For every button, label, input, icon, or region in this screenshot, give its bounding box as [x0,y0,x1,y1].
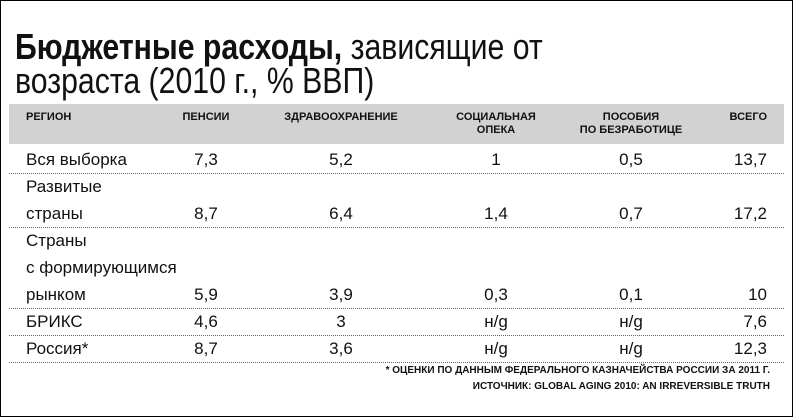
cell-value: н/g [619,339,643,358]
cell-value: н/g [484,312,508,331]
title-line-2: возраста (2010 г., % ВВП) [15,60,375,101]
cell-value: 8,7 [194,204,218,223]
row-separator [9,362,784,363]
row-label: Россия* [26,339,89,358]
title-line-1: Бюджетные расходы, зависящие от [15,29,543,65]
column-header: ЗДРАВООХРАНЕНИЕ [284,111,398,123]
cell-value: 0,3 [484,285,508,304]
column-header: РЕГИОН [26,111,72,123]
row-label: Развитые [26,177,102,196]
cell-value: 3,6 [329,339,353,358]
column-header: ВСЕГО [729,111,767,123]
title-bold: Бюджетные расходы, [15,26,343,67]
cell-value: 1 [491,150,501,169]
row-label: страны [26,204,83,223]
cell-value: 7,6 [743,312,767,331]
header-band [9,104,784,144]
cell-value: 10 [748,285,767,304]
row-separator [9,227,784,228]
cell-value: н/g [484,339,508,358]
row-separator [9,335,784,336]
cell-value: 8,7 [194,339,218,358]
cell-value: 1,4 [484,204,508,223]
cell-value: 3 [336,312,346,331]
column-header: ПО БЕЗРАБОТИЦЕ [579,124,683,136]
row-label: рынком [26,285,86,304]
column-header: СОЦИАЛЬНАЯ [456,111,536,123]
cell-value: 4,6 [194,312,218,331]
cell-value: 7,3 [194,150,218,169]
cell-value: 5,9 [194,285,218,304]
column-header: ПЕНСИИ [182,111,230,123]
source: ИСТОЧНИК: GLOBAL AGING 2010: AN IRREVERS… [472,381,770,392]
footnote: * ОЦЕНКИ ПО ДАННЫМ ФЕДЕРАЛЬНОГО КАЗНАЧЕЙ… [385,365,770,376]
cell-value: н/g [619,312,643,331]
row-separator [9,173,784,174]
cell-value: 5,2 [329,150,353,169]
cell-value: 0,1 [619,285,643,304]
title-regular: зависящие от [350,26,543,67]
row-label: Вся выборка [26,150,127,169]
cell-value: 17,2 [733,204,767,223]
cell-value: 13,7 [733,150,767,169]
column-header: ПОСОБИЯ [602,111,660,123]
cell-value: 12,3 [733,339,767,358]
cell-value: 6,4 [329,204,353,223]
cell-value: 0,7 [619,204,643,223]
row-label: БРИКС [26,312,83,331]
row-label: с формирующимся [26,258,177,277]
cell-value: 0,5 [619,150,643,169]
row-separator [9,308,784,309]
cell-value: 3,9 [329,285,353,304]
row-label: Страны [26,231,87,250]
column-header: ОПЕКА [476,124,516,136]
